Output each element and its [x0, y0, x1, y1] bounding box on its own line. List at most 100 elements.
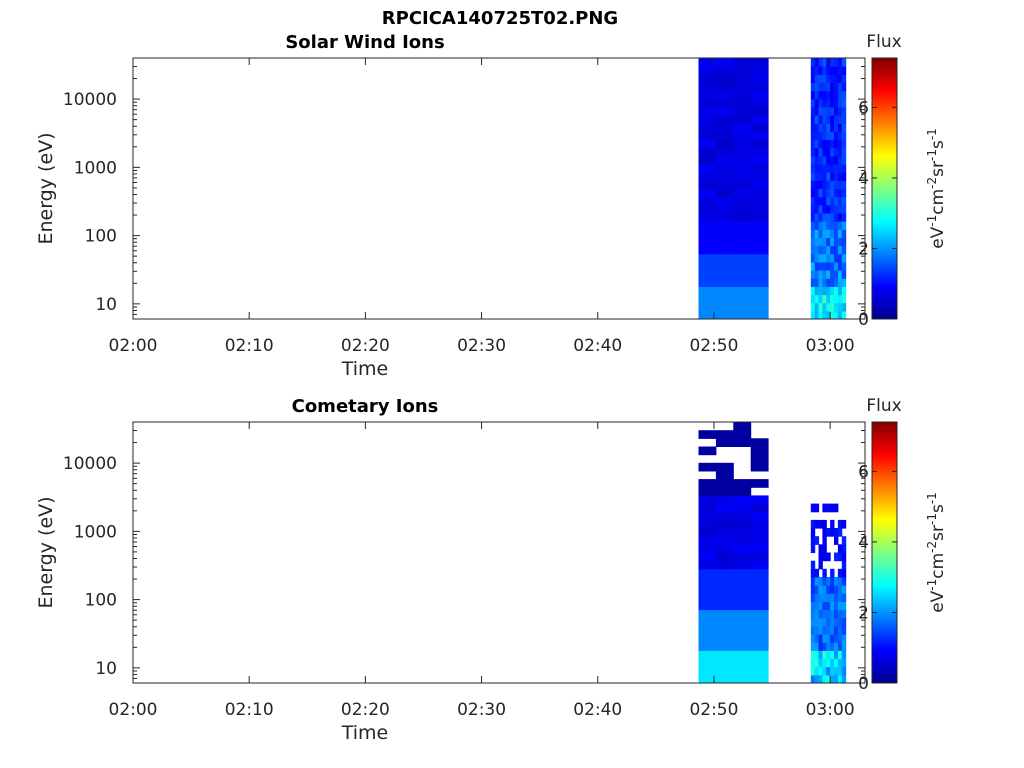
spectrogram-cell: [750, 180, 769, 189]
spectrogram-cell: [810, 286, 816, 296]
spectrogram-cell: [830, 245, 835, 255]
spectrogram-cell: [698, 544, 717, 553]
spectrogram-cell: [837, 66, 843, 75]
spectrogram-cell: [841, 147, 847, 157]
spectrogram-cell: [826, 674, 831, 684]
spectrogram-cell: [810, 245, 816, 255]
spectrogram-cell: [826, 261, 831, 271]
spectrogram-cell: [834, 625, 839, 635]
spectrogram-cell: [830, 106, 835, 116]
spectrogram-cell: [698, 261, 717, 271]
spectrogram-cell: [698, 147, 717, 157]
colorbar: [871, 57, 898, 320]
spectrogram-cell: [698, 221, 717, 230]
spectrogram-cell: [715, 164, 734, 173]
spectrogram-cell: [826, 294, 831, 304]
spectrogram-cell: [733, 188, 752, 198]
spectrogram-cell: [750, 634, 769, 643]
spectrogram-cell: [830, 609, 835, 619]
spectrogram-cell: [750, 462, 769, 472]
spectrogram-cell: [818, 221, 823, 230]
spectrogram-cell: [733, 577, 752, 586]
spectrogram-cell: [814, 625, 820, 635]
spectrogram-cell: [750, 74, 769, 83]
spectrogram-cell: [715, 66, 734, 75]
spectrogram-cell: [826, 278, 831, 287]
spectrogram-cell: [810, 666, 816, 676]
spectrogram-cell: [826, 74, 831, 83]
spectrogram-cell: [715, 196, 734, 206]
spectrogram-cell: [698, 294, 717, 304]
spectrogram-cell: [715, 625, 734, 635]
spectrogram-cell: [715, 131, 734, 141]
spectrogram-cell: [715, 123, 734, 132]
spectrogram-cell: [826, 164, 831, 173]
spectrogram-cell: [841, 66, 847, 75]
spectrogram-cell: [733, 422, 752, 431]
spectrogram-cell: [814, 115, 820, 124]
spectrogram-cell: [750, 253, 769, 263]
x-axis-label: Time: [341, 722, 389, 744]
spectrogram-cell: [834, 536, 839, 545]
spectrogram-cell: [834, 278, 839, 287]
spectrogram-cell: [837, 58, 843, 67]
colorbar-title: Flux: [866, 396, 901, 416]
spectrogram-cell: [814, 593, 820, 602]
spectrogram-cell: [822, 666, 827, 676]
spectrogram-cell: [715, 188, 734, 198]
spectrogram-cell: [834, 658, 839, 668]
spectrogram-cell: [822, 196, 827, 206]
spectrogram-cell: [814, 634, 820, 643]
spectrogram-cell: [750, 438, 769, 447]
spectrogram-cell: [834, 139, 839, 149]
spectrogram-cell: [733, 237, 752, 247]
spectrogram-cell: [733, 229, 752, 238]
spectrogram-cell: [837, 617, 843, 627]
spectrogram-cell: [715, 302, 734, 312]
spectrogram-cell: [733, 552, 752, 562]
spectrogram-cell: [810, 115, 816, 124]
y-tick-label: 10: [95, 659, 117, 679]
spectrogram-cell: [826, 172, 831, 181]
spectrogram-cell: [830, 593, 835, 602]
spectrogram-cell: [830, 568, 835, 578]
spectrogram-cell: [814, 666, 820, 676]
spectrogram-cell: [841, 552, 847, 562]
spectrogram-cell: [834, 123, 839, 132]
spectrogram-cell: [698, 270, 717, 279]
spectrogram-cell: [698, 139, 717, 149]
spectrogram-cell: [841, 286, 847, 296]
y-tick-label: 1000: [74, 158, 117, 178]
spectrogram-cell: [814, 577, 820, 586]
spectrogram-cell: [822, 66, 827, 75]
spectrogram-cell: [826, 106, 831, 116]
spectrogram-cell: [822, 302, 827, 312]
spectrogram-cell: [834, 131, 839, 141]
spectrogram-cell: [814, 617, 820, 627]
spectrogram-cell: [698, 74, 717, 83]
spectrogram-cell: [841, 115, 847, 124]
spectrogram-cell: [830, 98, 835, 108]
spectrogram-cell: [698, 131, 717, 141]
spectrogram-cell: [750, 221, 769, 230]
spectrogram-cell: [826, 658, 831, 668]
spectrogram-cell: [841, 609, 847, 619]
spectrogram-cell: [841, 188, 847, 198]
spectrogram-cell: [818, 601, 823, 611]
spectrogram-cell: [841, 98, 847, 108]
spectrogram-cell: [750, 617, 769, 627]
spectrogram-cell: [841, 617, 847, 627]
spectrogram-cell: [698, 634, 717, 643]
spectrogram-cell: [837, 229, 843, 238]
spectrogram-cell: [733, 495, 752, 505]
spectrogram-cell: [834, 650, 839, 660]
spectrogram-cell: [698, 560, 717, 570]
spectrogram-cell: [834, 74, 839, 83]
plot-frame: [132, 57, 866, 320]
spectrogram-cell: [750, 601, 769, 611]
spectrogram-cell: [834, 617, 839, 627]
spectrogram-cell: [830, 188, 835, 198]
spectrogram-cell: [715, 82, 734, 92]
spectrogram-cell: [814, 139, 820, 149]
spectrogram-cell: [841, 634, 847, 643]
